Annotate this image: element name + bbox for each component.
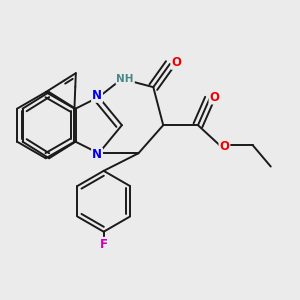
Text: N: N: [92, 148, 102, 161]
Text: O: O: [209, 91, 220, 103]
Text: F: F: [100, 238, 108, 251]
Text: NH: NH: [116, 74, 134, 84]
Text: O: O: [172, 56, 182, 69]
Text: N: N: [92, 89, 102, 102]
Text: O: O: [219, 140, 230, 153]
